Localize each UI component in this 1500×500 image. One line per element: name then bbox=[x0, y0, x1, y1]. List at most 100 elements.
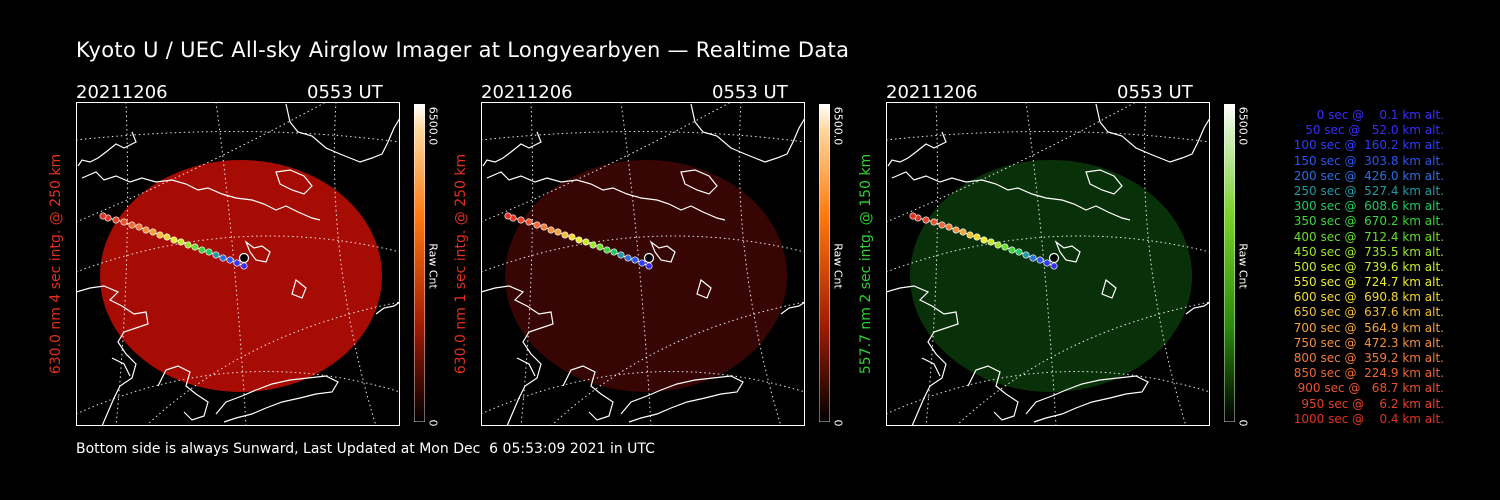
colorbar-min-label: 0 bbox=[831, 419, 845, 427]
trajectory-point bbox=[938, 221, 946, 229]
coastline bbox=[887, 131, 947, 167]
legend-row: 50 sec @ 52.0 km alt. bbox=[1297, 123, 1444, 138]
trajectory-point bbox=[945, 223, 953, 231]
panel-time: 0553 UT bbox=[1117, 82, 1193, 103]
legend-row: 800 sec @ 359.2 km alt. bbox=[1289, 351, 1444, 365]
trajectory-point bbox=[603, 246, 611, 254]
colorbar-max-label: 6500.0 bbox=[1236, 106, 1250, 146]
legend-row: 700 sec @ 564.9 km alt. bbox=[1289, 320, 1444, 335]
coastline bbox=[111, 357, 131, 377]
coastline bbox=[1185, 301, 1210, 315]
trajectory-point bbox=[1043, 259, 1051, 267]
trajectory-point bbox=[575, 236, 583, 244]
coastline bbox=[696, 278, 712, 299]
trajectory-point bbox=[142, 226, 150, 234]
coastline bbox=[285, 103, 400, 163]
legend-row: 500 sec @ 739.6 km alt. bbox=[1289, 259, 1444, 274]
coastline bbox=[81, 171, 321, 221]
footer-note: Bottom side is always Sunward, Last Upda… bbox=[76, 441, 655, 457]
colorbar-max-label: 6500.0 bbox=[426, 106, 440, 146]
trajectory-point bbox=[205, 248, 213, 256]
launch-site-marker bbox=[1048, 252, 1060, 264]
coastline bbox=[275, 169, 313, 195]
legend-row: 150 sec @ 303.8 km alt. bbox=[1289, 153, 1444, 168]
legend-row: 450 sec @ 735.5 km alt. bbox=[1289, 244, 1444, 259]
trajectory-point bbox=[128, 221, 136, 229]
coastline bbox=[780, 301, 805, 315]
colorbar-min-label: 0 bbox=[426, 419, 440, 427]
trajectory-point bbox=[212, 251, 220, 259]
trajectory-point bbox=[547, 226, 555, 234]
trajectory-point bbox=[540, 223, 548, 231]
all-sky-map bbox=[76, 102, 400, 426]
coastline bbox=[486, 171, 726, 221]
coastline bbox=[967, 365, 1019, 421]
trajectory-point bbox=[554, 228, 562, 236]
coastline bbox=[690, 103, 805, 163]
trajectory-point bbox=[596, 243, 604, 251]
legend-row: 350 sec @ 670.2 km alt. bbox=[1289, 214, 1444, 229]
trajectory-point bbox=[1036, 256, 1044, 264]
grid-line bbox=[481, 130, 805, 143]
trajectory-point bbox=[582, 238, 590, 246]
colorbar bbox=[1224, 104, 1235, 422]
airglow-panel-3: 20211206 0553 UT 557.7 nm 2 sec intg. @ … bbox=[858, 82, 1298, 432]
trajectory-point bbox=[517, 216, 525, 224]
grid-line bbox=[481, 371, 805, 415]
trajectory-point bbox=[198, 246, 206, 254]
colorbar-max-label: 6500.0 bbox=[831, 106, 845, 146]
panel-date: 20211206 bbox=[886, 82, 978, 103]
panel-ylabel: 557.7 nm 2 sec intg. @ 150 km bbox=[858, 153, 874, 375]
trajectory-point bbox=[184, 241, 192, 249]
trajectory-point bbox=[994, 241, 1002, 249]
coastline bbox=[1101, 278, 1117, 299]
grid-line bbox=[620, 102, 652, 426]
map-frame bbox=[886, 102, 1210, 426]
panel-date: 20211206 bbox=[481, 82, 573, 103]
trajectory-point bbox=[959, 228, 967, 236]
trajectory-point bbox=[973, 233, 981, 241]
trajectory-point bbox=[589, 241, 597, 249]
legend-row: 850 sec @ 224.9 km alt. bbox=[1289, 366, 1444, 381]
trajectory-point bbox=[99, 212, 107, 220]
grid-line bbox=[886, 130, 1210, 143]
legend-row: 200 sec @ 426.0 km alt. bbox=[1289, 168, 1444, 183]
coastline bbox=[680, 169, 718, 195]
trajectory-point bbox=[922, 216, 930, 224]
trajectory-point bbox=[504, 212, 512, 220]
trajectory-point bbox=[617, 251, 625, 259]
grid-line bbox=[1025, 102, 1057, 426]
all-sky-map bbox=[886, 102, 1210, 426]
coastline bbox=[1085, 169, 1123, 195]
trajectory-point bbox=[240, 262, 248, 270]
trajectory-point bbox=[631, 256, 639, 264]
legend-row: 0 sec @ 0.1 km alt. bbox=[1305, 108, 1444, 122]
trajectory-point bbox=[533, 221, 541, 229]
trajectory-point bbox=[624, 254, 632, 262]
legend-row: 1000 sec @ 0.4 km alt. bbox=[1293, 411, 1444, 426]
legend-row: 300 sec @ 608.6 km alt. bbox=[1289, 199, 1444, 214]
trajectory-point bbox=[980, 236, 988, 244]
airglow-panel-1: 20211206 0553 UT 630.0 nm 4 sec intg. @ … bbox=[48, 82, 488, 432]
legend-row: 400 sec @ 712.4 km alt. bbox=[1289, 229, 1444, 244]
grid-line bbox=[215, 102, 247, 426]
colorbar-min-label: 0 bbox=[1236, 419, 1250, 427]
coastline bbox=[649, 240, 676, 263]
colorbar-gradient bbox=[819, 104, 830, 422]
coastline bbox=[76, 285, 149, 426]
trajectory-point bbox=[952, 226, 960, 234]
colorbar-unit-label: Raw Cnt bbox=[426, 243, 440, 289]
colorbar-unit-label: Raw Cnt bbox=[831, 243, 845, 289]
legend-row: 900 sec @ 68.7 km alt. bbox=[1293, 381, 1444, 396]
coastline bbox=[291, 278, 307, 299]
trajectory-point bbox=[909, 212, 917, 220]
grid-line bbox=[76, 371, 400, 415]
panel-time: 0553 UT bbox=[712, 82, 788, 103]
coastline bbox=[215, 375, 339, 423]
trajectory-point bbox=[1029, 254, 1037, 262]
colorbar-unit-label: Raw Cnt bbox=[1236, 243, 1250, 289]
trajectory-point bbox=[1015, 248, 1023, 256]
all-sky-map bbox=[481, 102, 805, 426]
trajectory-point bbox=[966, 231, 974, 239]
trajectory-point bbox=[1008, 246, 1016, 254]
